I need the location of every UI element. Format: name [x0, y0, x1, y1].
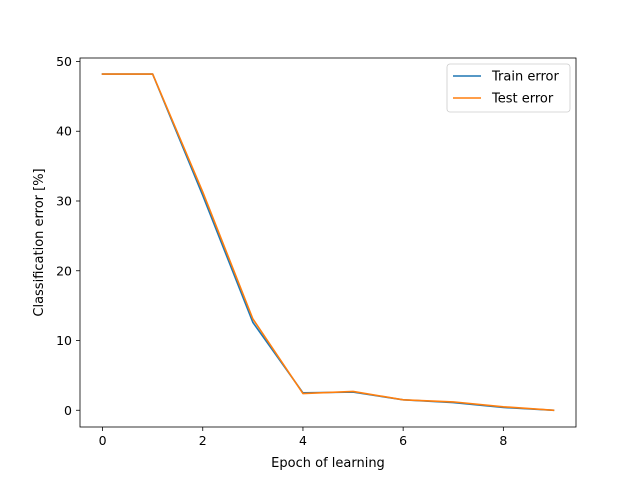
- x-tick-label: 2: [199, 433, 207, 448]
- x-axis: 0 2 4 6 8: [99, 427, 507, 448]
- legend-label: Test error: [491, 92, 554, 107]
- x-axis-label: Epoch of learning: [271, 456, 385, 471]
- x-tick-label: 0: [99, 433, 107, 448]
- y-tick-label: 50: [56, 54, 72, 69]
- y-axis-label: Classification error [%]: [32, 168, 47, 316]
- y-tick-label: 20: [56, 263, 72, 278]
- x-tick-label: 6: [399, 433, 407, 448]
- legend-label: Train error: [491, 70, 559, 85]
- series-layer: [101, 73, 555, 412]
- series-line-test-error: [101, 73, 555, 412]
- axes-frame: [79, 57, 577, 428]
- x-tick-label: 8: [499, 433, 507, 448]
- legend: Train error Test error: [446, 63, 571, 113]
- y-tick-label: 0: [64, 403, 72, 418]
- y-axis: 0 10 20 30 40 50: [56, 54, 80, 418]
- y-tick-label: 40: [56, 124, 72, 139]
- y-tick-label: 10: [56, 333, 72, 348]
- y-tick-label: 30: [56, 193, 72, 208]
- x-tick-label: 4: [299, 433, 307, 448]
